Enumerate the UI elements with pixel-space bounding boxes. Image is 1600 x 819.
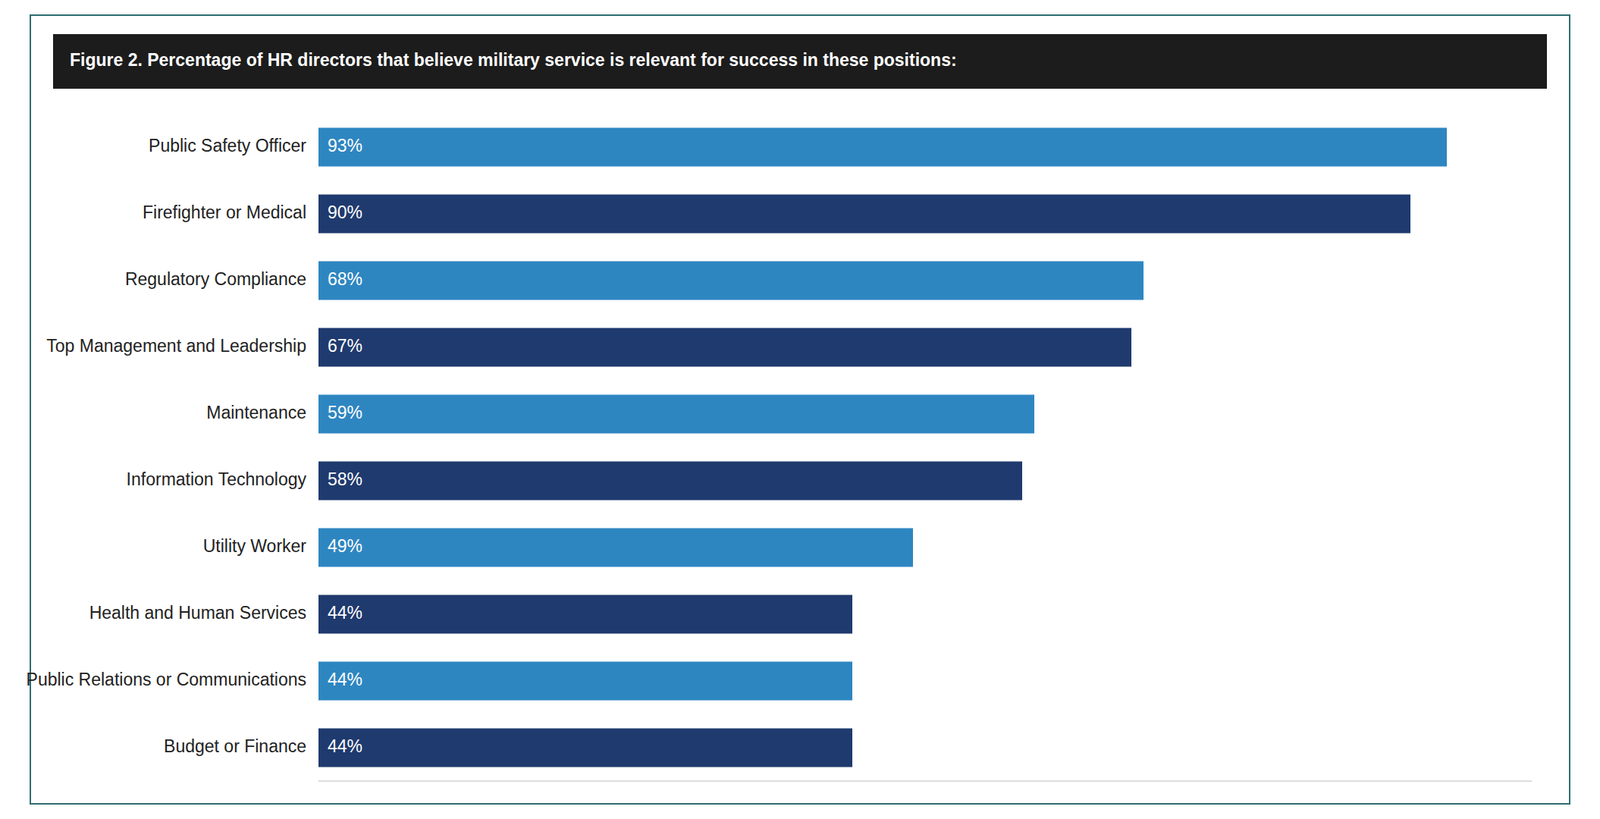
- data-label: 93%: [327, 135, 363, 156]
- data-labels: 44% 44% 44% 49% 58% 59% 67% 68% 90% 93%: [327, 135, 363, 757]
- category-label: Public Safety Officer: [148, 135, 307, 156]
- category-label: Budget or Finance: [163, 736, 307, 757]
- bar: [318, 661, 853, 700]
- category-label: Public Relations or Communications: [26, 669, 307, 690]
- title-background: [53, 34, 1547, 89]
- bar: [318, 727, 853, 767]
- category-label: Utility Worker: [203, 536, 308, 556]
- bar: [318, 594, 853, 634]
- data-label: 90%: [327, 202, 363, 223]
- category-labels: Budget or Finance Public Relations or Com…: [26, 135, 308, 757]
- data-label: 58%: [327, 469, 363, 490]
- category-label: Top Management and Leadership: [46, 335, 307, 356]
- category-label: Maintenance: [206, 402, 307, 423]
- bar: [318, 527, 913, 567]
- bar: [318, 327, 1132, 367]
- value-axis-line: [318, 781, 1532, 782]
- bar: [318, 127, 1447, 167]
- data-label: 44%: [327, 669, 363, 690]
- category-label: Firefighter or Medical: [142, 202, 307, 223]
- data-label: 68%: [327, 269, 363, 289]
- category-label: Health and Human Services: [89, 602, 307, 623]
- title-box: Figure 2. Percentage of HR directors tha…: [53, 34, 1547, 89]
- data-label: 44%: [327, 736, 363, 757]
- data-label: 44%: [327, 602, 363, 623]
- chart-container: Figure 2. Percentage of HR directors tha…: [0, 0, 1600, 819]
- bar: [318, 394, 1035, 433]
- data-label: 59%: [327, 402, 363, 423]
- bar: [318, 461, 1023, 500]
- title: Figure 2. Percentage of HR directors tha…: [69, 50, 957, 70]
- category-label: Information Technology: [126, 469, 308, 490]
- chart: Figure 2. Percentage of HR directors tha…: [0, 0, 1600, 819]
- data-label: 67%: [327, 335, 363, 356]
- data-label: 49%: [327, 536, 363, 556]
- category-label: Regulatory Compliance: [125, 269, 307, 289]
- bar: [318, 260, 1144, 300]
- bars: [318, 127, 1447, 767]
- bar: [318, 194, 1411, 233]
